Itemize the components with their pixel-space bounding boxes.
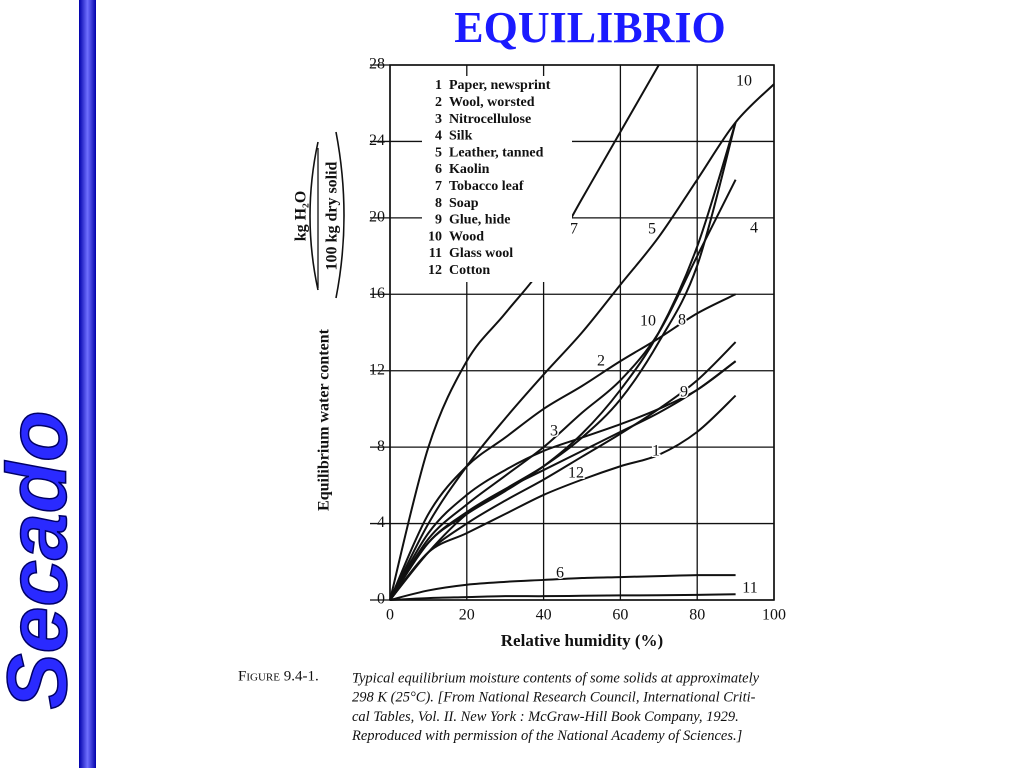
y-axis-label-num: kg H₂O <box>293 191 310 242</box>
curve-label: 2 <box>597 353 605 370</box>
caption-line: Typical equilibrium moisture contents of… <box>352 670 760 686</box>
paren <box>309 141 319 291</box>
curve-label: 12 <box>568 465 584 482</box>
legend-name: Glass wool <box>449 246 513 261</box>
legend-name: Kaolin <box>449 162 490 177</box>
legend-number: 3 <box>435 112 442 127</box>
curve-label: 4 <box>750 220 758 237</box>
legend-name: Cotton <box>449 263 490 278</box>
legend-name: Wool, worsted <box>449 95 535 110</box>
series-line <box>389 122 737 601</box>
y-tick-label: 16 <box>369 285 385 302</box>
x-tick-label: 100 <box>762 607 786 624</box>
x-tick-label: 40 <box>536 607 552 624</box>
series-line <box>389 574 736 601</box>
legend-number: 9 <box>435 213 442 228</box>
legend-number: 12 <box>428 263 442 278</box>
legend-number: 2 <box>435 95 442 110</box>
x-tick-label: 80 <box>689 607 705 624</box>
series-line <box>389 122 737 601</box>
legend-name: Soap <box>449 196 479 211</box>
curve-label: 7 <box>570 221 578 238</box>
y-axis-label: Equilibrium water content <box>316 328 333 511</box>
legend-name: Silk <box>449 129 473 144</box>
x-tick-label: 20 <box>459 607 475 624</box>
legend-number: 10 <box>428 229 442 244</box>
y-tick-label: 12 <box>369 361 385 378</box>
legend-name: Nitrocellulose <box>449 112 531 127</box>
y-tick-label: 0 <box>377 591 385 608</box>
curve-label: 1 <box>652 443 660 460</box>
curve-label: 11 <box>742 580 757 597</box>
legend-name: Leather, tanned <box>449 145 544 160</box>
series-line <box>389 293 737 601</box>
curve-label: 3 <box>550 423 558 440</box>
curve-label: 10 <box>640 313 656 330</box>
legend-number: 11 <box>429 246 442 261</box>
curve-label: 8 <box>678 312 686 329</box>
y-tick-label: 20 <box>369 209 385 226</box>
series-line <box>389 64 660 601</box>
series-line <box>389 593 736 601</box>
curve-label: 10 <box>736 73 752 90</box>
caption-line: 298 K (25°C). [From National Research Co… <box>352 690 756 706</box>
legend-bg <box>422 76 572 282</box>
y-tick-label: 24 <box>369 132 385 149</box>
series-line <box>389 83 775 601</box>
y-axis-label-den: 100 kg dry solid <box>324 161 341 270</box>
curve-label: 5 <box>648 221 656 238</box>
y-tick-label: 28 <box>369 56 385 73</box>
caption-head: Figure 9.4-1. <box>238 668 319 684</box>
legend-name: Tobacco leaf <box>449 179 524 194</box>
legend-number: 5 <box>435 145 442 160</box>
legend-number: 4 <box>435 129 442 144</box>
series-line <box>389 360 737 601</box>
legend-name: Paper, newsprint <box>449 78 551 93</box>
legend-number: 8 <box>435 196 442 211</box>
series-line <box>389 341 737 601</box>
side-label: Secado <box>0 411 84 710</box>
x-axis-label: Relative humidity (%) <box>501 631 663 650</box>
legend-number: 7 <box>435 179 442 194</box>
x-tick-label: 0 <box>386 607 394 624</box>
legend-number: 6 <box>435 162 442 177</box>
slide-title: EQUILIBRIO <box>454 3 725 52</box>
y-tick-label: 4 <box>377 514 385 531</box>
y-tick-label: 8 <box>377 438 385 455</box>
legend-name: Glue, hide <box>449 213 510 228</box>
series-line <box>389 179 737 601</box>
caption-line: cal Tables, Vol. II. New York : McGraw-H… <box>352 709 739 725</box>
x-tick-label: 60 <box>612 607 628 624</box>
curve-label: 9 <box>680 384 688 401</box>
curve-label: 6 <box>556 565 564 582</box>
legend-name: Wood <box>449 229 484 244</box>
legend-number: 1 <box>435 78 442 93</box>
series-line <box>389 394 737 601</box>
caption-line: Reproduced with permission of the Nation… <box>351 728 742 744</box>
paren <box>335 131 345 299</box>
side-bar <box>79 0 96 768</box>
